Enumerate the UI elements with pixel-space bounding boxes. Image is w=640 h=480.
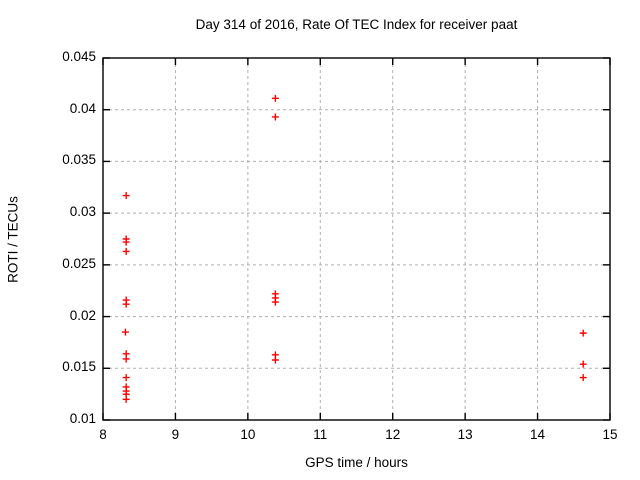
data-point-marker xyxy=(122,238,130,246)
data-point-marker xyxy=(271,356,279,364)
y-tick-label: 0.03 xyxy=(69,204,96,220)
data-point-marker xyxy=(122,192,130,200)
x-tick-label: 9 xyxy=(171,427,180,442)
y-tick-label: 0.035 xyxy=(62,152,96,168)
chart-title: Day 314 of 2016, Rate Of TEC Index for r… xyxy=(195,17,518,32)
data-point-marker xyxy=(122,355,130,363)
y-tick-label: 0.02 xyxy=(69,307,96,323)
x-tick-label: 8 xyxy=(99,427,107,442)
y-tick-label: 0.015 xyxy=(62,359,96,375)
y-tick-label: 0.04 xyxy=(69,100,96,116)
data-point-marker xyxy=(271,298,279,306)
x-tick-label: 13 xyxy=(457,427,473,442)
x-tick-label: 14 xyxy=(530,427,546,442)
data-point-marker xyxy=(579,329,587,337)
data-point-marker xyxy=(122,247,130,255)
data-point-marker xyxy=(271,94,279,102)
x-tick-label: 11 xyxy=(313,427,328,442)
data-point-marker xyxy=(271,113,279,121)
data-point-marker xyxy=(122,395,130,403)
y-tick-label: 0.025 xyxy=(62,255,96,271)
data-point-marker xyxy=(122,374,130,382)
x-tick-label: 15 xyxy=(602,427,618,442)
data-point-marker xyxy=(579,360,587,368)
plot-border xyxy=(102,57,611,421)
y-tick-label: 0.01 xyxy=(69,411,96,426)
x-tick-label: 12 xyxy=(385,427,401,442)
data-point-marker xyxy=(579,374,587,382)
data-point-marker xyxy=(121,328,129,336)
x-axis-label: GPS time / hours xyxy=(305,455,408,470)
data-point-marker xyxy=(122,300,130,308)
x-tick-label: 10 xyxy=(240,427,256,442)
y-tick-label: 0.045 xyxy=(62,49,96,64)
